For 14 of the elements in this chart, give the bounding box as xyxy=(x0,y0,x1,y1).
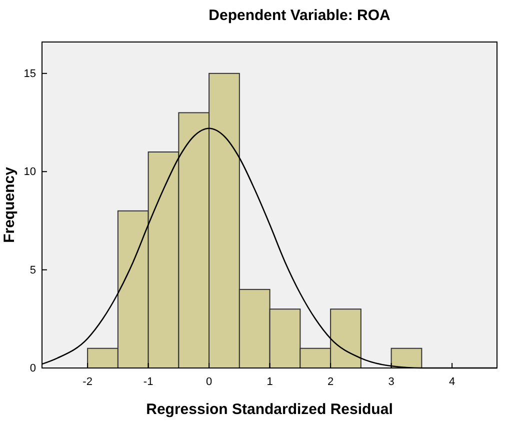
x-tick-label: 0 xyxy=(206,376,212,388)
y-tick-label: 5 xyxy=(30,264,36,276)
chart-title: Dependent Variable: ROA xyxy=(208,7,391,24)
x-axis-title: Regression Standardized Residual xyxy=(146,401,393,418)
x-tick-label: 2 xyxy=(327,376,334,388)
x-tick-label: -2 xyxy=(82,376,92,388)
x-tick-label: -1 xyxy=(143,376,154,388)
x-tick-label: 4 xyxy=(448,376,456,388)
y-tick-label: 0 xyxy=(30,362,36,375)
x-tick-label: 1 xyxy=(266,376,273,388)
y-tick-label: 15 xyxy=(24,68,36,80)
y-tick-label: 10 xyxy=(24,166,36,178)
y-axis-title: Frequency xyxy=(1,166,18,243)
x-tick-label: 3 xyxy=(388,376,394,388)
